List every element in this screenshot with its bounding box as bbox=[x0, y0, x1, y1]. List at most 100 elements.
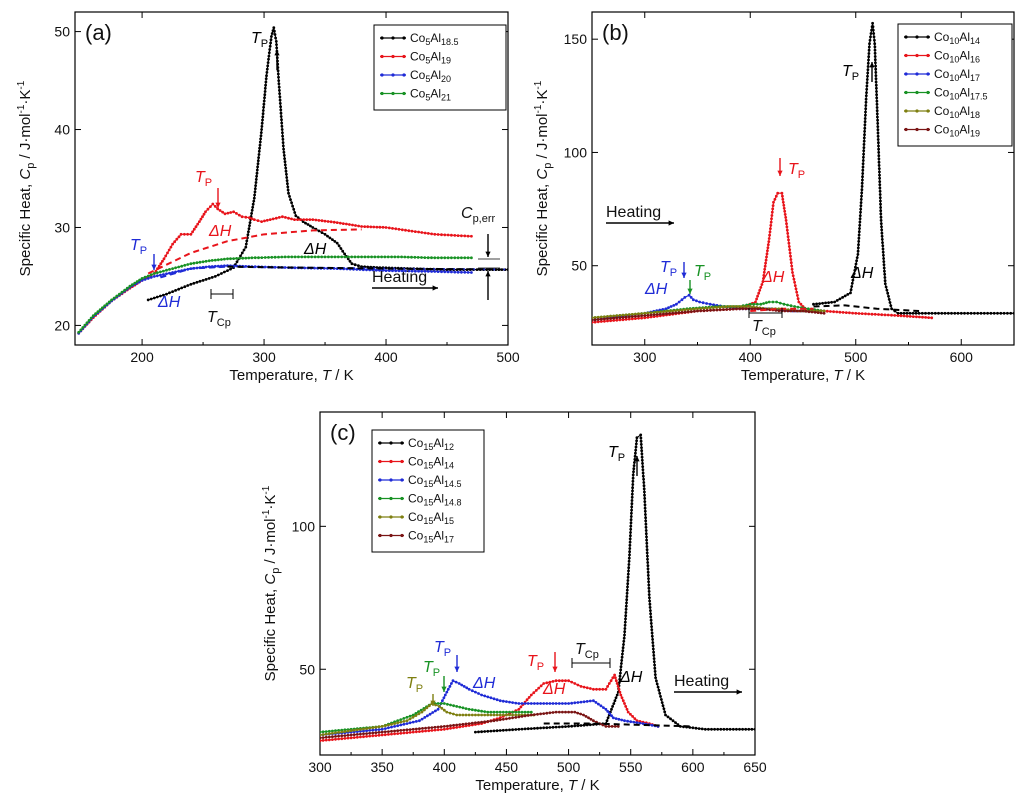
data-point bbox=[818, 302, 821, 305]
data-point bbox=[620, 718, 624, 722]
data-point bbox=[320, 730, 322, 734]
data-point bbox=[380, 255, 383, 259]
y-tick-label: 20 bbox=[54, 317, 70, 333]
data-point bbox=[446, 702, 449, 706]
legend-marker bbox=[389, 478, 393, 482]
data-point bbox=[265, 218, 269, 222]
data-point bbox=[875, 106, 879, 109]
data-point bbox=[324, 735, 328, 739]
data-point bbox=[245, 239, 249, 243]
data-point bbox=[542, 682, 546, 685]
data-point bbox=[256, 165, 259, 169]
data-point bbox=[880, 231, 884, 235]
data-point bbox=[722, 727, 726, 731]
data-point bbox=[263, 256, 267, 259]
data-point bbox=[806, 307, 810, 311]
data-point bbox=[886, 313, 890, 317]
data-point bbox=[649, 313, 653, 317]
data-point bbox=[921, 315, 924, 319]
data-point bbox=[881, 250, 885, 254]
data-point bbox=[620, 659, 624, 662]
data-point bbox=[446, 256, 450, 260]
data-point bbox=[413, 255, 417, 259]
data-point bbox=[411, 727, 415, 731]
data-point bbox=[448, 711, 452, 715]
data-point bbox=[396, 732, 400, 735]
data-point bbox=[152, 296, 156, 300]
data-point bbox=[464, 722, 468, 726]
data-point bbox=[624, 315, 628, 319]
x-axis-label: Temperature, T / K bbox=[229, 367, 353, 384]
data-point bbox=[463, 270, 467, 274]
data-point bbox=[177, 287, 181, 291]
data-point bbox=[427, 729, 431, 733]
data-point bbox=[343, 255, 347, 259]
data-point bbox=[406, 255, 410, 259]
data-point bbox=[739, 305, 743, 308]
data-point bbox=[466, 271, 470, 274]
data-point bbox=[554, 702, 558, 705]
data-point bbox=[339, 247, 343, 250]
data-point bbox=[277, 79, 281, 82]
data-point bbox=[880, 313, 884, 317]
data-point bbox=[646, 554, 649, 558]
data-point bbox=[402, 717, 406, 720]
legend-marker bbox=[389, 459, 393, 464]
data-point bbox=[612, 319, 616, 322]
data-point bbox=[576, 724, 580, 728]
data-point bbox=[495, 729, 499, 733]
data-point bbox=[687, 293, 691, 297]
data-point bbox=[501, 710, 505, 714]
data-point bbox=[405, 728, 409, 732]
data-point bbox=[796, 294, 799, 297]
data-point bbox=[614, 717, 618, 720]
data-point bbox=[786, 235, 790, 239]
data-point bbox=[152, 272, 156, 275]
data-point bbox=[433, 232, 437, 236]
x-axis-label: Temperature, T / K bbox=[741, 367, 865, 384]
data-point bbox=[426, 232, 430, 235]
data-point bbox=[255, 171, 259, 175]
data-point bbox=[256, 219, 260, 223]
data-point bbox=[772, 200, 775, 204]
data-point bbox=[317, 229, 321, 233]
data-point bbox=[769, 220, 773, 224]
data-point bbox=[927, 316, 930, 319]
data-point bbox=[436, 256, 440, 260]
data-point bbox=[303, 255, 307, 259]
data-point bbox=[186, 232, 190, 236]
legend-marker bbox=[915, 109, 919, 113]
data-point bbox=[640, 446, 643, 449]
data-point bbox=[694, 726, 698, 730]
plot-frame bbox=[74, 11, 509, 346]
data-point bbox=[735, 727, 738, 731]
data-point bbox=[930, 311, 934, 315]
data-point bbox=[567, 679, 570, 683]
data-point bbox=[776, 191, 780, 195]
data-point bbox=[627, 556, 631, 560]
data-point bbox=[448, 685, 452, 688]
data-point bbox=[902, 311, 906, 315]
x-tick-label: 600 bbox=[681, 759, 705, 775]
x-tick-label: 400 bbox=[433, 759, 457, 775]
data-point bbox=[411, 730, 415, 734]
data-point bbox=[619, 665, 623, 669]
data-point bbox=[627, 315, 631, 319]
legend-marker bbox=[904, 127, 908, 132]
tp-label: TP bbox=[130, 237, 147, 257]
data-point bbox=[634, 451, 637, 455]
data-point bbox=[850, 285, 854, 288]
data-point bbox=[77, 330, 81, 334]
data-point bbox=[273, 255, 277, 259]
data-point bbox=[755, 297, 758, 301]
data-point bbox=[651, 647, 655, 651]
data-point bbox=[390, 729, 393, 733]
data-point bbox=[770, 217, 773, 221]
data-point bbox=[875, 96, 879, 100]
data-point bbox=[631, 473, 635, 477]
legend-entry: Co10Al17 bbox=[904, 67, 980, 83]
data-point bbox=[719, 727, 723, 731]
data-point bbox=[501, 713, 505, 717]
data-point bbox=[517, 707, 521, 711]
data-point bbox=[159, 262, 163, 266]
